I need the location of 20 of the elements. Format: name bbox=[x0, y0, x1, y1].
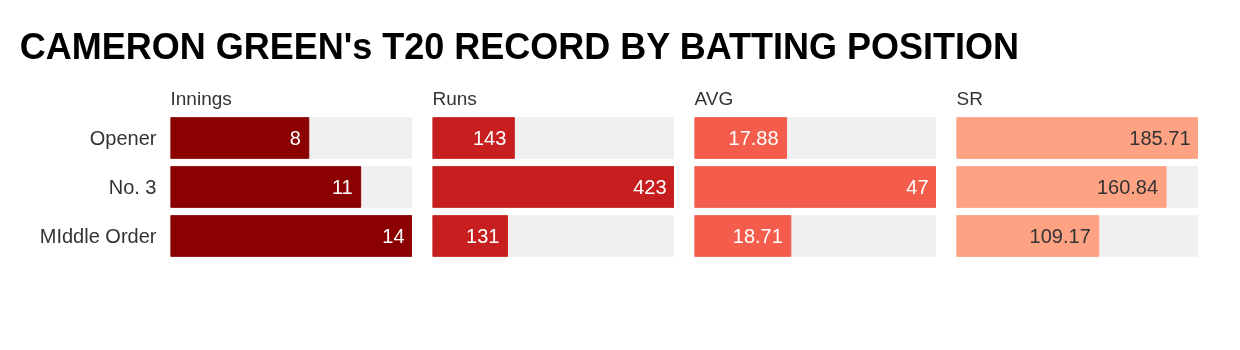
chart-title: Runs bbox=[432, 87, 477, 109]
data-label: 8 bbox=[289, 127, 301, 149]
y-tick-label: No. 3 bbox=[108, 176, 157, 198]
data-label: 14 bbox=[382, 225, 405, 247]
y-tick-label: MIddle Order bbox=[39, 225, 157, 247]
y-tick-label: Opener bbox=[89, 127, 157, 149]
data-label: 109.17 bbox=[1029, 225, 1091, 247]
data-label: 131 bbox=[466, 225, 500, 247]
data-label: 18.71 bbox=[732, 225, 783, 247]
data-label: 17.88 bbox=[728, 127, 779, 149]
text: CAMERON GREEN's T20 RECORD BY BATTING POSITION bbox=[19, 26, 1020, 68]
data-label: 185.71 bbox=[1129, 127, 1191, 149]
data-label: 11 bbox=[331, 176, 353, 198]
data-label: 143 bbox=[472, 127, 507, 149]
chart-title: Innings bbox=[170, 87, 232, 109]
chart-title: SR bbox=[956, 87, 983, 109]
data-label: 47 bbox=[906, 176, 929, 198]
data-label: 160.84 bbox=[1096, 176, 1159, 198]
chart-title: AVG bbox=[694, 87, 734, 109]
data-label: 423 bbox=[633, 176, 667, 198]
